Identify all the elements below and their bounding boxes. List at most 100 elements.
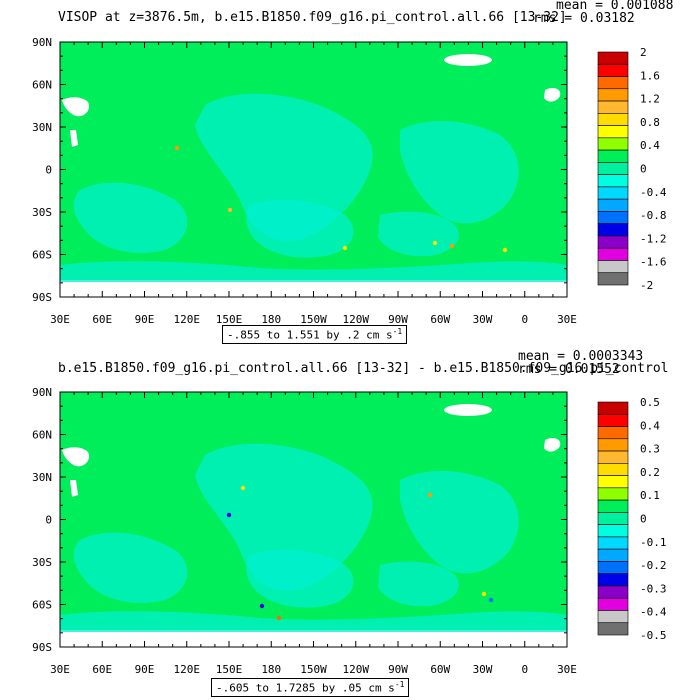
x-tick-label: 180 [261, 663, 281, 676]
anomaly-spot [342, 245, 348, 251]
y-tick-label: 60S [32, 599, 52, 612]
x-tick-label: 180 [261, 313, 281, 326]
y-tick-label: 90S [32, 641, 52, 654]
x-tick-label: 30E [50, 313, 70, 326]
colorbar-label: -0.8 [640, 209, 667, 222]
anomaly-spot [502, 247, 508, 253]
x-tick-label: 150W [300, 663, 327, 676]
anomaly-spot [432, 240, 438, 246]
x-tick-label: 150E [216, 313, 243, 326]
x-tick-label: 150W [300, 313, 327, 326]
negative-anomaly-region [60, 261, 567, 282]
colorbar-swatch [597, 149, 629, 163]
negative-anomaly-region [195, 93, 373, 241]
colorbar-swatch [597, 223, 629, 237]
x-tick-label: 0 [521, 663, 528, 676]
colorbar-swatch [597, 63, 629, 77]
anomaly-spot [488, 597, 494, 603]
x-tick-label: 120W [343, 313, 370, 326]
stat-mean: mean = 0.001088 [556, 0, 674, 13]
colorbar-swatch [597, 548, 629, 562]
y-tick-label: 0 [45, 514, 52, 527]
x-tick-label: 30E [557, 663, 577, 676]
x-tick-label: 60W [430, 313, 450, 326]
colorbar-label: -0.1 [640, 536, 667, 549]
colorbar-label: 0.4 [640, 419, 660, 432]
colorbar-swatch [597, 247, 629, 261]
colorbar-swatch [597, 426, 629, 440]
stat-rms: rms = 0.01552 [518, 362, 620, 377]
anomaly-spot [276, 615, 282, 621]
anomaly-spot [240, 485, 246, 491]
x-tick-label: 0 [521, 313, 528, 326]
colorbar-label: 0.8 [640, 116, 660, 129]
negative-anomaly-region [195, 443, 373, 591]
land-island [70, 130, 78, 147]
contour-info: -.605 to 1.7285 by .05 cm s-1 [211, 678, 410, 697]
land-island [544, 88, 561, 102]
contour-info-unit-exponent: -1 [392, 327, 403, 336]
y-tick-label: 90S [32, 291, 52, 304]
map-panel-1: 90N 60N 30N 0 30S 60S 90S 30E 60E 90E 120E 150E 180 1… [32, 0, 674, 344]
land-island [544, 438, 561, 452]
colorbar-label: -1.6 [640, 256, 667, 269]
colorbar-swatch [597, 573, 629, 587]
y-tick-label: 60S [32, 249, 52, 262]
colorbar-swatch [597, 113, 629, 126]
y-tick-label: 90N [32, 386, 52, 399]
colorbar-swatch [597, 597, 629, 611]
negative-anomaly-region [246, 549, 354, 608]
y-tick-label: 30N [32, 471, 52, 484]
x-tick-label: 30W [473, 313, 493, 326]
negative-anomaly-region [73, 532, 188, 604]
colorbar-swatch [597, 51, 629, 65]
x-tick-label: 90W [388, 663, 408, 676]
colorbar-swatch [597, 487, 629, 501]
land-island [62, 97, 90, 117]
anomaly-spot [481, 591, 487, 597]
x-tick-label: 30E [557, 313, 577, 326]
colorbar-label: 1.2 [640, 93, 660, 106]
y-tick-label: 90N [32, 36, 52, 49]
x-tick-label: 120E [174, 663, 201, 676]
colorbar-swatch [597, 401, 629, 415]
colorbar-swatch [597, 76, 629, 90]
negative-anomaly-region [378, 211, 459, 257]
y-tick-label: 30N [32, 121, 52, 134]
x-tick-label: 60W [430, 663, 450, 676]
colorbar-swatch [597, 125, 629, 139]
colorbar-swatch [597, 260, 629, 274]
x-tick-label: 120E [174, 313, 201, 326]
colorbar-swatch [597, 524, 629, 538]
colorbar-swatch [597, 438, 629, 452]
colorbar-swatch [597, 585, 629, 599]
negative-anomaly-region [60, 611, 567, 632]
colorbar-swatch [597, 413, 629, 427]
negative-anomaly-region [73, 182, 188, 254]
anomaly-spot [259, 603, 265, 609]
negative-anomaly-region [378, 561, 459, 607]
colorbar-label: 1.6 [640, 69, 660, 82]
colorbar-swatch [597, 88, 629, 102]
y-tick-label: 30S [32, 556, 52, 569]
x-tick-label: 30W [473, 663, 493, 676]
colorbar-label: 0.1 [640, 489, 660, 502]
land-island [62, 447, 90, 467]
colorbar-label: -0.3 [640, 582, 667, 595]
colorbar-label: 2 [640, 46, 647, 59]
colorbar-swatch [597, 499, 629, 513]
land-island [70, 480, 78, 497]
contour-info-text: -.605 to 1.7285 by .05 cm s [216, 681, 395, 695]
x-tick-label: 90W [388, 313, 408, 326]
stat-rms: rms = 0.03182 [533, 11, 635, 26]
x-tick-label: 60E [92, 663, 112, 676]
x-tick-label: 60E [92, 313, 112, 326]
colorbar-label: 0 [640, 513, 647, 526]
colorbar-label: 0.4 [640, 139, 660, 152]
colorbar-label: -0.2 [640, 559, 667, 572]
colorbar-swatch [597, 536, 629, 550]
y-tick-label: 30S [32, 206, 52, 219]
x-tick-label: 30E [50, 663, 70, 676]
anomaly-spot [427, 492, 433, 498]
colorbar-swatch [597, 512, 629, 525]
